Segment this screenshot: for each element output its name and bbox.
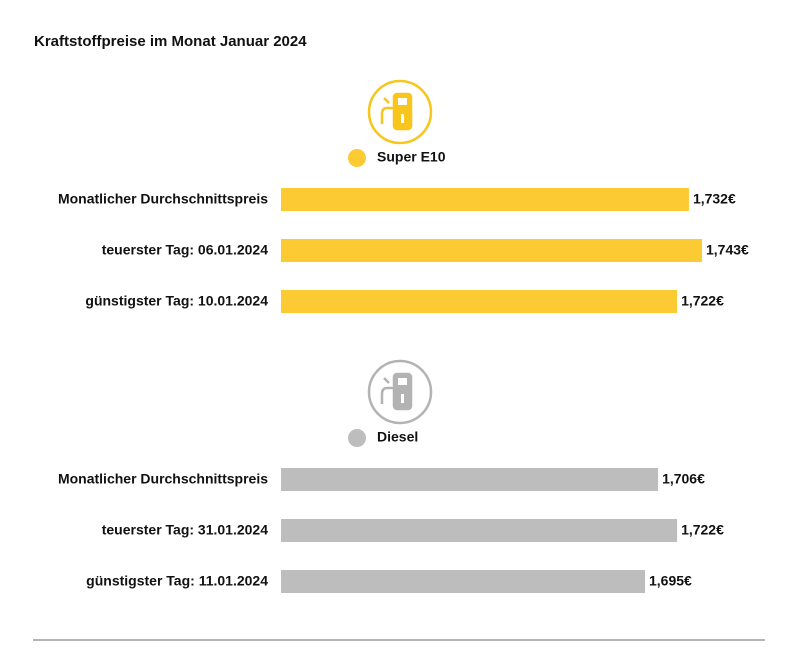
value-label: 1,743€ [706, 242, 749, 258]
icon-slot [401, 114, 404, 123]
icon-ring [367, 79, 433, 145]
icon-window [398, 98, 407, 105]
icon-hose [380, 377, 394, 404]
legend-label: Diesel [377, 429, 418, 445]
category-label: teuerster Tag: 31.01.2024 [102, 522, 268, 538]
icon-window [398, 378, 407, 385]
bar [281, 570, 645, 593]
legend-label: Super E10 [377, 149, 446, 165]
fuel-icon [367, 359, 433, 425]
value-label: 1,732€ [693, 191, 736, 207]
value-label: 1,706€ [662, 471, 705, 487]
legend-swatch [348, 149, 366, 167]
icon-ring [367, 359, 433, 425]
value-label: 1,722€ [681, 293, 724, 309]
icon-slot [401, 394, 404, 403]
bar [281, 239, 702, 262]
bar [281, 188, 689, 211]
chart-title: Kraftstoffpreise im Monat Januar 2024 [34, 33, 307, 50]
category-label: Monatlicher Durchschnittspreis [58, 471, 268, 487]
bar [281, 290, 678, 313]
bar [281, 519, 678, 542]
legend-swatch [348, 429, 366, 447]
fuel-icon [367, 79, 433, 145]
icon-hose [380, 97, 394, 124]
value-label: 1,722€ [681, 522, 724, 538]
value-label: 1,695€ [649, 573, 692, 589]
category-label: günstigster Tag: 11.01.2024 [86, 573, 268, 589]
category-label: teuerster Tag: 06.01.2024 [102, 242, 268, 258]
bar [281, 468, 659, 491]
category-label: günstigster Tag: 10.01.2024 [85, 293, 268, 309]
category-label: Monatlicher Durchschnittspreis [58, 191, 268, 207]
